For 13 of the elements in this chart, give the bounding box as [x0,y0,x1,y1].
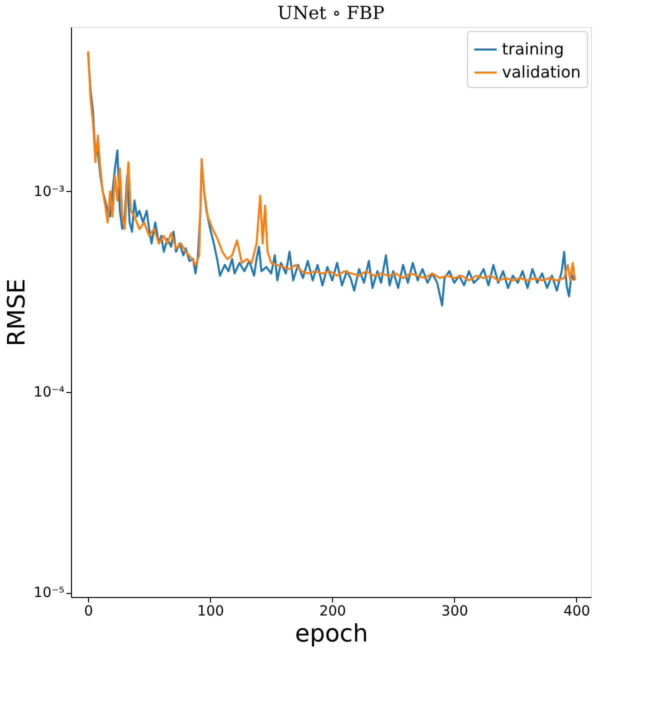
legend-label: validation [502,62,581,82]
x-tick-label: 200 [319,604,346,620]
y-tick-label: 10⁻³ [34,184,64,200]
x-tick-label: 100 [197,604,224,620]
legend-label: training [502,40,564,58]
x-axis-title: epoch [294,620,368,648]
x-tick-label: 400 [563,604,590,620]
chart-title: UNet ∘ FBP [278,3,384,24]
x-tick-label: 0 [84,604,94,620]
x-tick-label: 300 [441,604,468,620]
y-axis-title: RMSE [2,278,31,346]
y-tick-label: 10⁻⁵ [34,585,64,602]
y-tick-label: 10⁻⁴ [34,384,65,400]
